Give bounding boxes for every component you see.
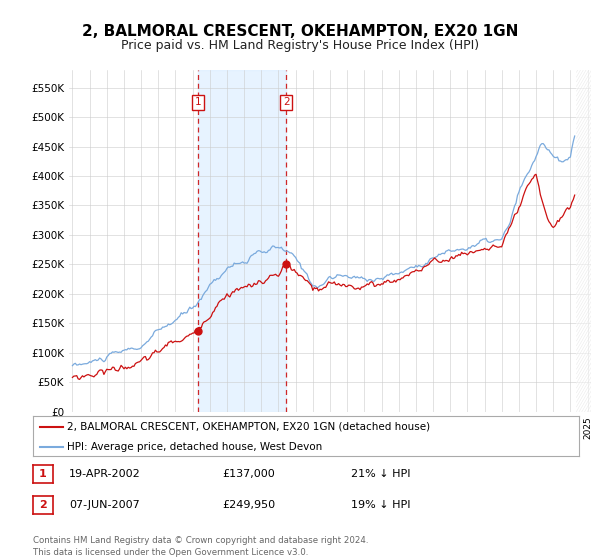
- Text: 2: 2: [283, 97, 290, 108]
- Text: 19% ↓ HPI: 19% ↓ HPI: [351, 500, 410, 510]
- Text: 1: 1: [194, 97, 201, 108]
- Text: £137,000: £137,000: [222, 469, 275, 479]
- Text: HPI: Average price, detached house, West Devon: HPI: Average price, detached house, West…: [67, 442, 323, 452]
- Text: 1: 1: [39, 469, 47, 479]
- Text: 2, BALMORAL CRESCENT, OKEHAMPTON, EX20 1GN (detached house): 2, BALMORAL CRESCENT, OKEHAMPTON, EX20 1…: [67, 422, 431, 432]
- Text: 21% ↓ HPI: 21% ↓ HPI: [351, 469, 410, 479]
- Text: Contains HM Land Registry data © Crown copyright and database right 2024.
This d: Contains HM Land Registry data © Crown c…: [33, 536, 368, 557]
- Text: 2, BALMORAL CRESCENT, OKEHAMPTON, EX20 1GN: 2, BALMORAL CRESCENT, OKEHAMPTON, EX20 1…: [82, 24, 518, 39]
- Text: 07-JUN-2007: 07-JUN-2007: [69, 500, 140, 510]
- Text: Price paid vs. HM Land Registry's House Price Index (HPI): Price paid vs. HM Land Registry's House …: [121, 39, 479, 52]
- Bar: [198, 70, 286, 412]
- Text: 2: 2: [39, 500, 47, 510]
- Text: £249,950: £249,950: [222, 500, 275, 510]
- Bar: [577, 70, 591, 412]
- Text: 19-APR-2002: 19-APR-2002: [69, 469, 141, 479]
